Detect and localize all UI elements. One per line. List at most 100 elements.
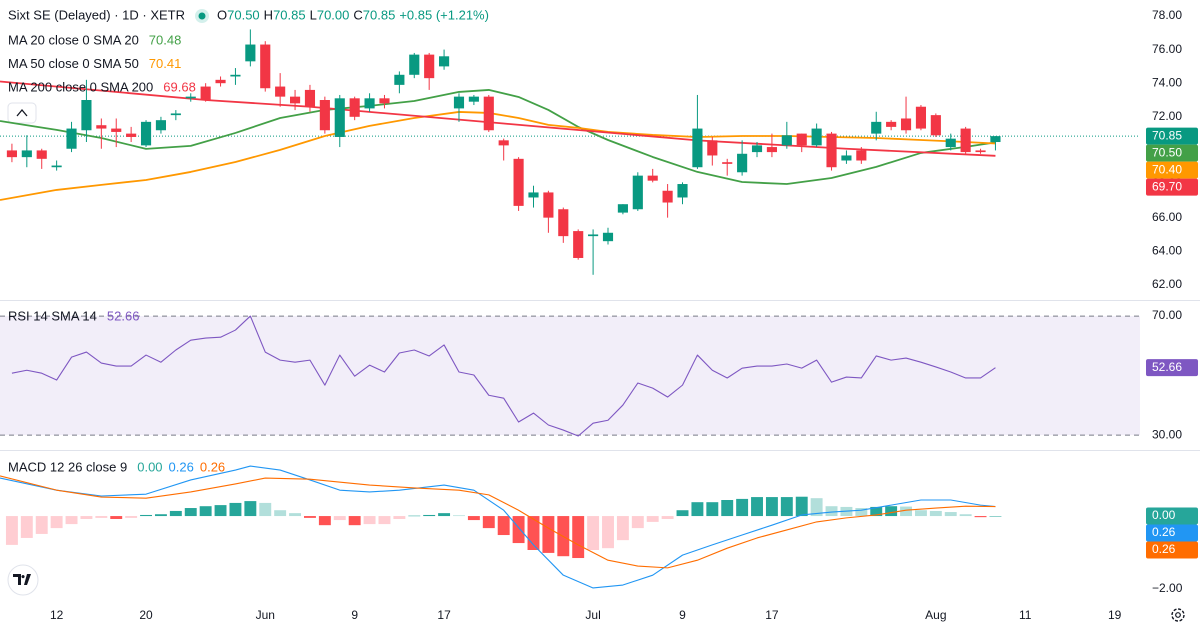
candle-body (185, 96, 196, 99)
histogram-bar (706, 502, 719, 517)
tv-logo[interactable] (7, 564, 39, 596)
histogram-bar (169, 510, 182, 517)
candle-body (781, 135, 792, 146)
candle-body (289, 96, 301, 104)
histogram-bar (453, 515, 465, 517)
axis-badge-label: 70.50 (1152, 145, 1182, 159)
ohlc-letter: L (310, 7, 317, 22)
histogram-bar (512, 516, 525, 544)
histogram-bar (95, 516, 108, 518)
histogram-bar (154, 514, 167, 517)
candle-body (751, 145, 763, 153)
candle-body (975, 150, 986, 153)
histogram-bar (602, 516, 614, 549)
histogram-bar (974, 516, 987, 518)
candle-body (66, 128, 77, 149)
histogram-bar (885, 506, 898, 517)
candle-body (483, 96, 494, 131)
candle-body (826, 133, 837, 168)
axis-badge (1146, 524, 1198, 542)
axis-badge (1146, 359, 1198, 377)
candle-body (543, 192, 554, 218)
histogram-bar (914, 510, 927, 517)
indicator-name: RSI 14 SMA 14 (8, 308, 97, 323)
ohlc-value: 70.85 (363, 7, 396, 22)
histogram-bar (736, 498, 749, 517)
axis-badge (1146, 541, 1198, 559)
histogram-bar (900, 506, 912, 517)
histogram-bar (959, 514, 972, 517)
logo-circle (7, 564, 39, 596)
gear-outer (1171, 608, 1185, 622)
collapse-box[interactable] (7, 102, 37, 124)
y-tick-label: 76.00 (1152, 42, 1182, 56)
histogram-bar (289, 513, 302, 517)
histogram-bar (870, 506, 883, 517)
rsi-band (0, 316, 1140, 436)
candle-body (498, 140, 509, 146)
ohlc-letter: H (264, 7, 273, 22)
indicator-value: 70.41 (149, 56, 182, 71)
candle-body (468, 96, 479, 102)
histogram-bar (929, 510, 942, 517)
indicator-value: 0.26 (200, 459, 225, 474)
ohlc-value: 70.50 (227, 7, 260, 22)
candle-body (439, 56, 450, 67)
rsi-line (11, 315, 996, 437)
histogram-bar (944, 512, 957, 517)
histogram-bar (80, 516, 93, 519)
histogram-bar (751, 497, 763, 517)
histogram-bar (661, 516, 674, 519)
candle-body (81, 100, 92, 131)
axis-badge-label: 52.66 (1152, 360, 1182, 374)
y-tick-label: 70.00 (1152, 308, 1182, 322)
x-tick-label: Jun (256, 608, 275, 622)
candle-body (260, 44, 271, 89)
candle-body (409, 54, 420, 75)
candle-body (617, 204, 628, 213)
candle-body (6, 150, 17, 158)
x-tick-label: 12 (50, 608, 64, 622)
histogram-bar (318, 516, 331, 526)
axis-badge (1146, 144, 1198, 162)
candle-body (275, 86, 286, 97)
candle-body (334, 98, 345, 137)
histogram-bar (572, 516, 585, 559)
collapse-button[interactable] (7, 102, 37, 124)
y-tick-label: 66.00 (1152, 210, 1182, 224)
candle-body (453, 96, 465, 109)
histogram-bar (5, 516, 18, 545)
histogram-bar (65, 516, 78, 525)
candle-body (707, 140, 718, 156)
candle-body (886, 121, 897, 127)
histogram-bar (35, 516, 48, 534)
y-tick-label: 72.00 (1152, 109, 1182, 123)
candle-body (722, 162, 733, 164)
candle-body (21, 150, 32, 158)
histogram-bar (110, 516, 123, 519)
candle-body (915, 106, 927, 129)
histogram-bar (229, 502, 242, 517)
candle-body (126, 133, 137, 137)
candle-body (856, 150, 867, 161)
candle-body (245, 44, 256, 62)
histogram-bar (810, 498, 823, 517)
axis-badge-label: 0.00 (1152, 508, 1176, 522)
axis-badge-label: 70.85 (1152, 128, 1182, 142)
histogram-bar (482, 516, 495, 529)
settings-icon[interactable] (1171, 608, 1185, 622)
price-change: +0.85 (+1.21%) (399, 7, 489, 22)
axis-badge (1146, 127, 1198, 145)
histogram-bar (691, 502, 704, 517)
y-tick-label: 30.00 (1152, 427, 1182, 441)
histogram-bar (184, 508, 197, 517)
live-dot (198, 12, 206, 20)
candle-body (558, 209, 569, 237)
candle-body (36, 150, 47, 159)
candle-body (230, 74, 241, 77)
candle-body (304, 89, 316, 107)
candle-body (647, 175, 658, 181)
histogram-bar (467, 516, 480, 521)
candle-body (513, 158, 524, 206)
